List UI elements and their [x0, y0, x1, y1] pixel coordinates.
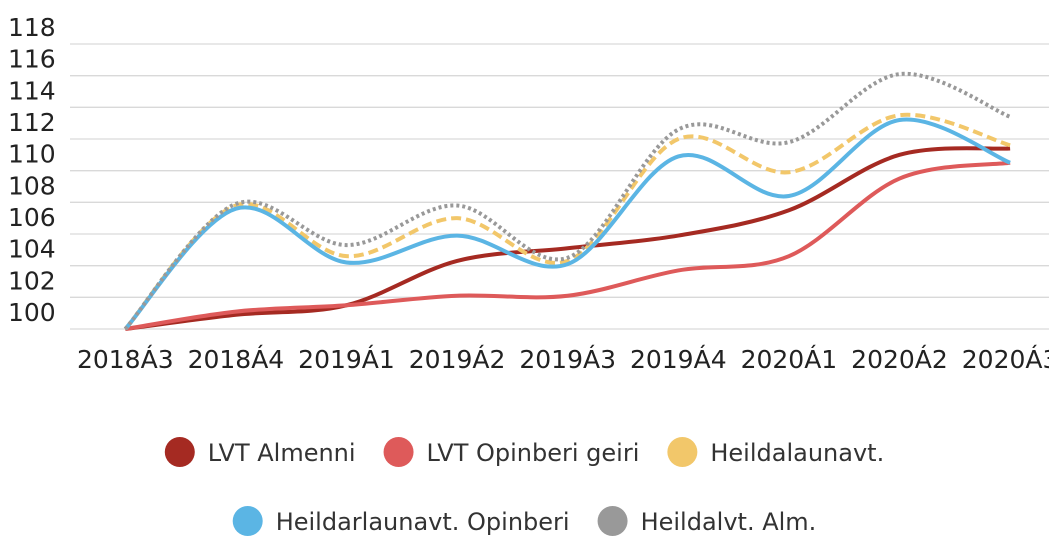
legend-swatch	[667, 437, 698, 467]
x-tick-label: 2019Á1	[298, 345, 395, 374]
series-line	[123, 71, 1011, 331]
legend-swatch	[164, 437, 195, 467]
series-line	[124, 160, 1011, 331]
x-tick-label: 2020Á2	[851, 345, 948, 374]
y-tick-label: 104	[8, 235, 56, 264]
x-tick-label: 2019Á3	[519, 345, 616, 374]
legend-swatch	[232, 506, 263, 536]
y-tick-label: 112	[8, 108, 56, 137]
x-tick-label: 2018Á3	[77, 345, 174, 374]
y-tick-label: 118	[8, 13, 56, 42]
legend-item: LVT Almenni	[164, 437, 356, 467]
legend-label: Heildalaunavt.	[710, 439, 884, 467]
series-line	[123, 112, 1011, 331]
series-line	[125, 146, 1011, 331]
legend-item: Heildarlaunavt. Opinberi	[232, 506, 570, 536]
y-tick-label: 106	[8, 203, 56, 232]
x-tick-label: 2020Á3	[962, 345, 1049, 374]
x-tick-label: 2019Á4	[630, 345, 727, 374]
legend-row: LVT Almenni LVT Opinberi geiri Heildalauna…	[164, 437, 884, 467]
legend-label: LVT Almenni	[208, 439, 356, 467]
y-tick-label: 110	[8, 140, 56, 169]
legend-swatch	[597, 506, 628, 536]
y-tick-label: 108	[8, 171, 56, 200]
legend-label: Heildalvt. Alm.	[641, 508, 817, 536]
x-tick-label: 2018Á4	[188, 345, 285, 374]
legend-item: Heildalaunavt.	[667, 437, 884, 467]
y-tick-label: 102	[8, 266, 56, 295]
y-tick-label: 114	[8, 76, 56, 105]
legend-label: LVT Opinberi geiri	[427, 439, 640, 467]
series-line	[123, 117, 1011, 331]
legend-item: Heildalvt. Alm.	[597, 506, 817, 536]
legend-row: Heildarlaunavt. Opinberi Heildalvt. Alm.	[232, 506, 817, 536]
y-tick-label: 116	[8, 45, 56, 74]
x-tick-label: 2020Á1	[741, 345, 838, 374]
x-tick-label: 2019Á2	[409, 345, 506, 374]
y-tick-label: 100	[8, 298, 56, 327]
legend-item: LVT Opinberi geiri	[383, 437, 640, 467]
legend-label: Heildarlaunavt. Opinberi	[276, 508, 570, 536]
legend-swatch	[383, 437, 414, 467]
